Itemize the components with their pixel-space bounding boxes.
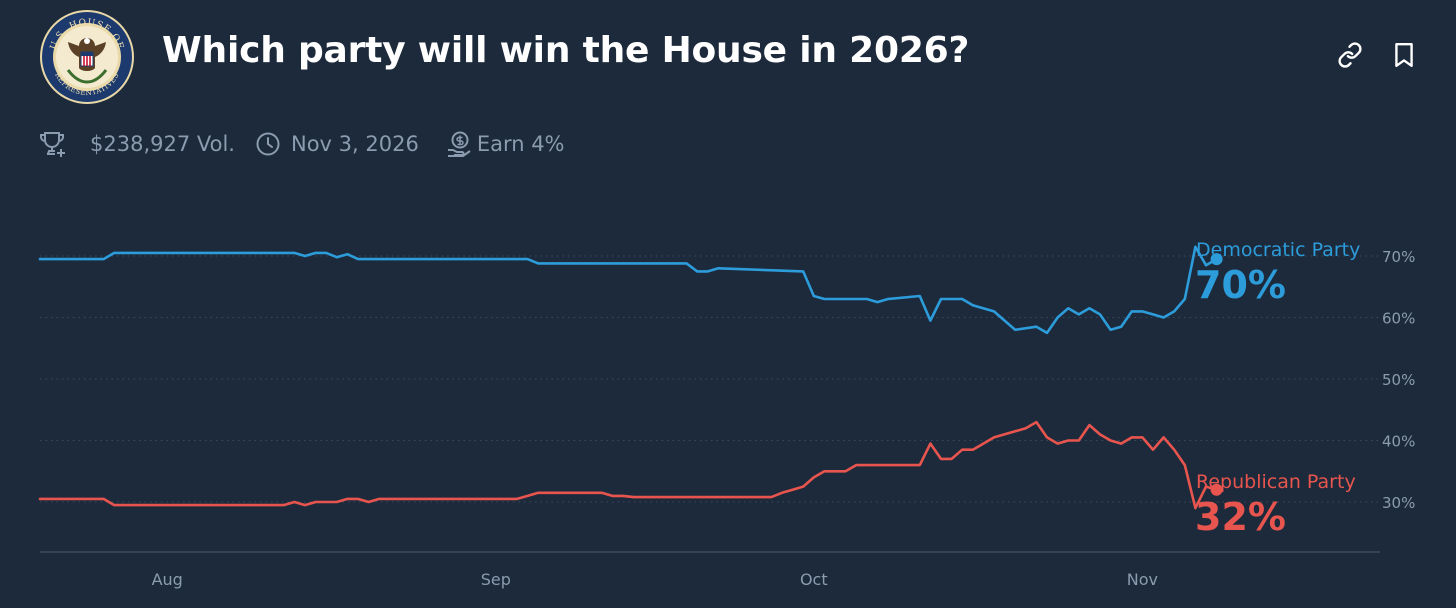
- democratic-party-end-marker: [1210, 253, 1223, 266]
- reward-text: Earn 4%: [476, 132, 565, 156]
- republican-party-current-value: 32%: [1195, 495, 1286, 539]
- market-meta: $238,927 Vol. Nov 3, 2026 Earn 4%: [38, 124, 565, 164]
- republican-party-legend-label: Republican Party: [1196, 471, 1356, 493]
- x-tick-label-sep: Sep: [481, 570, 511, 589]
- end-date-text: Nov 3, 2026: [290, 132, 419, 156]
- democratic-party-legend-label: Democratic Party: [1196, 239, 1360, 261]
- page-title: Which party will win the House in 2026?: [162, 30, 970, 71]
- volume-text: $238,927 Vol.: [90, 132, 235, 156]
- republican-party-end-marker: [1210, 483, 1223, 496]
- y-tick-label: 40%: [1382, 433, 1415, 451]
- democratic-party-current-value: 70%: [1195, 263, 1286, 307]
- bookmark-icon: [1395, 42, 1413, 68]
- house-seal-logo: U.S. HOUSE OF REPRESENTATIVES: [38, 8, 136, 106]
- x-tick-label-oct: Oct: [800, 570, 828, 589]
- copy-link-button[interactable]: [1333, 38, 1367, 72]
- coin-hand-icon: [447, 131, 471, 157]
- clock-icon: [256, 132, 280, 156]
- reward-item[interactable]: Earn 4%: [445, 130, 565, 158]
- volume-item: $238,927 Vol.: [38, 129, 235, 159]
- x-tick-label-aug: Aug: [152, 570, 183, 589]
- link-icon: [1338, 42, 1362, 68]
- y-tick-label: 30%: [1382, 494, 1415, 512]
- democratic-party-line: [38, 245, 1218, 335]
- bookmark-button[interactable]: [1387, 38, 1421, 72]
- y-tick-label: 60%: [1382, 310, 1415, 328]
- republican-party-line: [38, 420, 1218, 510]
- trophy-plus-icon: [40, 132, 65, 157]
- end-date-item: Nov 3, 2026: [255, 131, 419, 157]
- x-tick-label-nov: Nov: [1127, 570, 1158, 589]
- y-tick-label: 70%: [1382, 248, 1415, 266]
- y-tick-label: 50%: [1382, 371, 1415, 389]
